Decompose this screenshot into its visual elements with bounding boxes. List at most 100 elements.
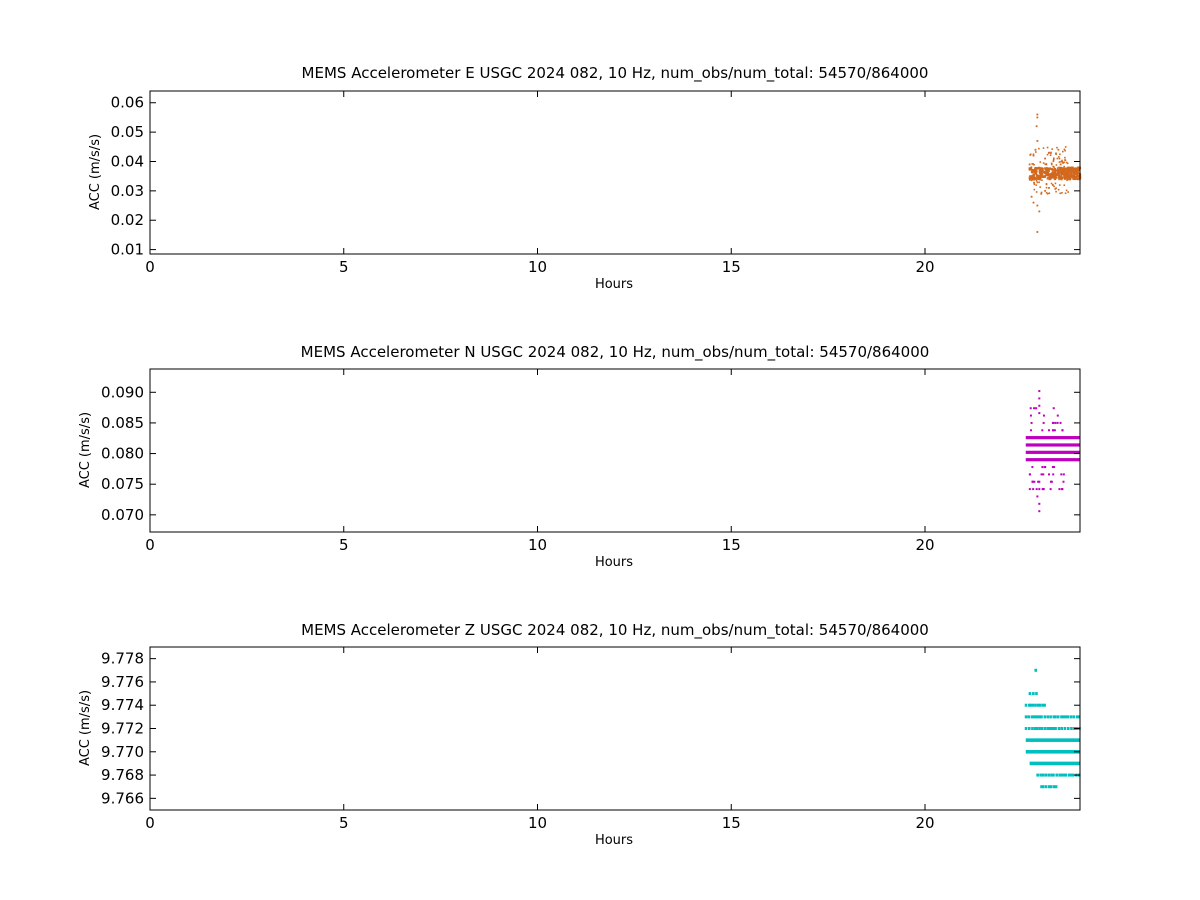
data-point	[1053, 466, 1056, 469]
data-point	[1058, 178, 1060, 181]
data-point	[1058, 488, 1061, 491]
data-point	[1053, 429, 1056, 432]
data-point	[1052, 473, 1055, 476]
data-point	[1036, 167, 1039, 170]
data-point	[1033, 183, 1036, 186]
x-tick-label: 15	[722, 258, 741, 276]
data-point	[1050, 773, 1053, 777]
data-point	[1064, 773, 1068, 777]
data-point	[1039, 161, 1042, 163]
data-point	[1061, 177, 1063, 179]
data-point	[1029, 451, 1032, 454]
data-point	[1069, 168, 1073, 171]
data-point	[1053, 167, 1057, 171]
data-point	[1054, 727, 1057, 730]
data-point	[1069, 174, 1073, 177]
data-point	[1069, 773, 1073, 777]
data-point	[1051, 173, 1054, 176]
x-axis-label: Hours	[595, 833, 633, 848]
data-point	[1031, 703, 1035, 707]
data-point	[1058, 156, 1060, 158]
data-point	[1051, 466, 1054, 469]
data-point	[1044, 189, 1047, 192]
data-point	[1056, 436, 1059, 439]
data-level-band	[1029, 761, 1080, 766]
data-point	[1054, 421, 1057, 424]
data-point	[1056, 421, 1059, 424]
data-point	[1062, 167, 1065, 170]
data-point	[1052, 173, 1055, 175]
data-point	[1050, 152, 1052, 155]
data-point	[1059, 443, 1062, 446]
y-axis-label: ACC (m/s/s)	[78, 412, 93, 488]
y-tick-label: 0.090	[101, 383, 144, 401]
data-point	[1042, 473, 1045, 476]
data-point	[1069, 166, 1072, 170]
data-point	[1042, 451, 1045, 454]
data-point	[1047, 773, 1051, 777]
data-point	[1039, 178, 1042, 181]
chart-title: MEMS Accelerometer E USGC 2024 082, 10 H…	[302, 64, 929, 83]
data-point	[1039, 173, 1042, 176]
data-point	[1035, 488, 1038, 491]
data-point	[1048, 167, 1050, 170]
data-point	[1033, 407, 1036, 410]
data-point	[1030, 179, 1033, 182]
data-point	[1061, 429, 1064, 432]
data-point	[1042, 162, 1045, 164]
data-point	[1039, 175, 1042, 178]
x-axis-label: Hours	[595, 277, 633, 292]
data-point	[1048, 177, 1052, 181]
data-point	[1032, 201, 1035, 204]
data-point	[1057, 727, 1061, 730]
data-point	[1073, 168, 1077, 171]
data-point	[1069, 172, 1073, 176]
plot-frame	[149, 646, 1081, 811]
data-point	[1066, 727, 1070, 730]
data-point	[1030, 421, 1033, 424]
data-point	[1042, 147, 1045, 149]
y-tick-label: 9.768	[101, 766, 144, 784]
data-point	[1052, 160, 1055, 163]
data-point	[1069, 715, 1073, 719]
data-point	[1051, 421, 1054, 424]
data-point	[1046, 146, 1049, 149]
data-point	[1059, 163, 1062, 166]
data-point	[1059, 192, 1062, 195]
data-point	[1032, 153, 1035, 156]
x-tick-label: 10	[528, 536, 547, 554]
data-point	[1043, 715, 1047, 719]
data-point	[1036, 495, 1039, 498]
data-point	[1058, 443, 1061, 446]
data-point	[1040, 192, 1043, 195]
data-point	[1038, 488, 1041, 491]
data-point	[1030, 195, 1033, 198]
data-point	[1037, 436, 1040, 439]
data-points	[1024, 668, 1081, 789]
data-point	[1064, 156, 1066, 159]
data-point	[1048, 151, 1050, 154]
data-point	[1076, 177, 1080, 180]
data-point	[1044, 773, 1048, 777]
y-tick-label: 0.03	[111, 182, 144, 200]
data-point	[1055, 773, 1059, 777]
data-point	[1046, 715, 1050, 719]
data-point	[1067, 191, 1069, 193]
data-point	[1057, 458, 1060, 461]
data-point	[1036, 177, 1039, 180]
x-tick-label: 15	[722, 536, 741, 554]
x-tick-label: 0	[145, 258, 155, 276]
data-point	[1030, 429, 1033, 432]
data-point	[1033, 182, 1036, 185]
y-tick-label: 0.070	[101, 506, 144, 524]
data-point	[1043, 727, 1047, 730]
data-point	[1059, 153, 1061, 156]
data-point	[1038, 397, 1041, 400]
x-tick-label: 20	[915, 258, 934, 276]
data-point	[1067, 773, 1071, 777]
data-point	[1041, 488, 1044, 491]
data-point	[1067, 167, 1070, 170]
axis-ticks: 0 5 10 15 20 0.01 0.02 0.03 0.04 0.05 0.06	[111, 91, 1080, 276]
data-point	[1063, 167, 1066, 170]
